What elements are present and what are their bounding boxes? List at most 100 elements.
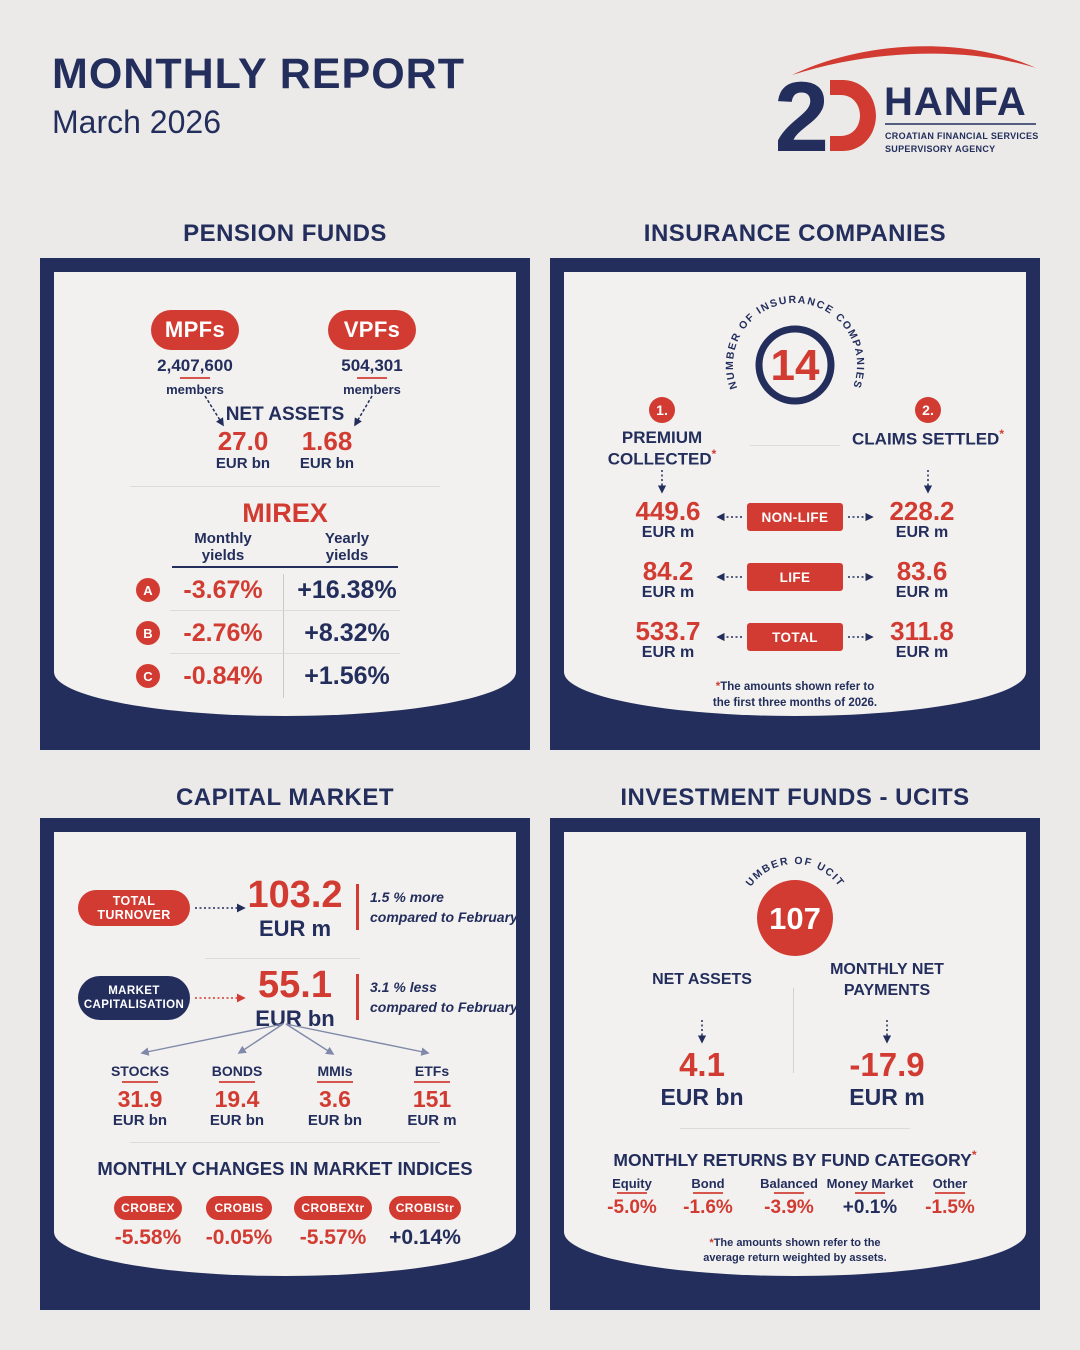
turnover-note-line2: compared to February: [370, 908, 518, 925]
etfs-underline: [414, 1081, 450, 1083]
capitalisation-value: 55.1: [258, 964, 332, 1006]
mirex-yearly-value: +16.38%: [297, 576, 397, 604]
life-label-pill: LIFE: [747, 563, 843, 591]
pension-panel: MPFs VPFs 2,407,600 members 504,301 memb…: [40, 258, 530, 750]
total-claims-value: 311.8: [890, 616, 954, 646]
claims-settled-text: CLAIMS SETTLED: [852, 429, 1000, 449]
logo-tagline-line1: CROATIAN FINANCIAL SERVICES: [885, 131, 1039, 141]
stocks-label: STOCKS: [110, 1063, 170, 1079]
crobextr-pill: CROBEXtr: [294, 1196, 372, 1220]
net-assets-label: NET ASSETS: [652, 971, 752, 988]
life-claims-unit: EUR m: [895, 584, 949, 601]
crobex-pill: CROBEX: [114, 1196, 182, 1220]
mirex-yearly-header: Yearly yields: [324, 530, 370, 565]
mpfs-members-label: members: [166, 382, 224, 397]
capital-panel: TOTAL TURNOVER 103.2 EUR m 1.5 % more co…: [40, 818, 530, 1310]
premium-collected-text: PREMIUM COLLECTED: [607, 428, 712, 469]
vpfs-members-label: members: [343, 382, 401, 397]
logo-tagline-line2: SUPERVISORY AGENCY: [885, 144, 995, 154]
returns-title-asterisk: *: [971, 1148, 977, 1162]
money-market-label: Money Market: [826, 1176, 914, 1191]
other-label: Other: [932, 1176, 968, 1191]
mirex-category-badge: B: [136, 621, 160, 645]
equity-underline: [617, 1192, 647, 1194]
mirex-monthly-value: -0.84%: [183, 662, 263, 690]
mirex-monthly-value: -3.67%: [183, 576, 263, 604]
claims-settled-label: CLAIMS SETTLED*: [848, 427, 1008, 449]
ucits-divider: [680, 1128, 910, 1129]
mirex-category-badge: C: [136, 664, 160, 688]
mmis-underline: [317, 1081, 353, 1083]
nonlife-label-pill: NON-LIFE: [747, 503, 843, 531]
crobis-pill: CROBIS: [206, 1196, 272, 1220]
net-payments-value: -17.9: [849, 1046, 925, 1083]
logo-anniversary-number: 2: [778, 61, 829, 162]
capitalisation-note-bar: [356, 974, 359, 1020]
returns-title-text: MONTHLY RETURNS BY FUND CATEGORY: [613, 1149, 972, 1170]
hanfa-logo: 2 HANFA CROATIAN FINANCIAL SERVICES SUPE…: [774, 44, 1040, 172]
capital-divider-2: [130, 1142, 440, 1143]
life-premium-value: 84.2: [642, 556, 694, 586]
mirex-header-rule: [172, 566, 398, 568]
mirex-yearly-value: +1.56%: [304, 662, 390, 690]
pension-divider: [130, 486, 440, 487]
insurance-panel: NUMBER OF INSURANCE COMPANIES 14 1. PREM…: [550, 258, 1040, 750]
nonlife-premium-unit: EUR m: [641, 524, 695, 541]
bonds-underline: [219, 1081, 255, 1083]
ucits-count-circle: NUMBER OF UCITS 107: [744, 855, 845, 956]
bonds-value: 19.4: [214, 1086, 260, 1112]
ucits-footnote-line1: The amounts shown refer to the: [713, 1237, 881, 1249]
total-label-pill: TOTAL: [747, 623, 843, 651]
mirex-row-divider-2: [170, 653, 400, 654]
page-title: MONTHLY REPORT: [52, 50, 465, 98]
ucits-section-title: INVESTMENT FUNDS - UCITS: [620, 784, 970, 811]
stocks-unit: EUR bn: [112, 1112, 168, 1129]
insurance-footnote-line2: the first three months of 2026.: [712, 696, 878, 709]
insurance-section-title: INSURANCE COMPANIES: [643, 220, 947, 247]
premium-index-badge: 1.: [649, 397, 675, 423]
insurance-count-ring: NUMBER OF INSURANCE COMPANIES 14: [724, 294, 865, 405]
nonlife-claims-unit: EUR m: [895, 524, 949, 541]
vpfs-net-assets-unit: EUR bn: [299, 455, 355, 472]
pension-section-title: PENSION FUNDS: [183, 220, 387, 247]
mirex-monthly-value: -2.76%: [183, 619, 263, 647]
logo-swoosh-icon: [792, 46, 1036, 75]
equity-value: -5.0%: [607, 1197, 657, 1218]
net-assets-value: 4.1: [679, 1046, 725, 1083]
total-claims-unit: EUR m: [895, 644, 949, 661]
vpfs-members-underline: [357, 377, 387, 379]
capitalisation-unit: EUR bn: [255, 1006, 335, 1031]
count-circle-shape: [757, 880, 833, 956]
ucits-center-divider: [793, 988, 794, 1073]
page-subtitle: March 2026: [52, 104, 221, 140]
mpfs-members-count: 2,407,600: [157, 356, 233, 375]
mirex-column-divider: [283, 574, 284, 698]
bond-label: Bond: [691, 1176, 725, 1191]
ucits-count-value: 107: [769, 901, 821, 936]
premium-collected-label: PREMIUM COLLECTED*: [582, 428, 742, 469]
other-underline: [935, 1192, 965, 1194]
etfs-label: ETFs: [414, 1063, 450, 1079]
mpfs-members-underline: [180, 377, 210, 379]
nonlife-premium-value: 449.6: [635, 496, 701, 526]
etfs-value: 151: [412, 1086, 452, 1112]
turnover-note: 1.5 % more compared to February: [370, 888, 520, 927]
claims-asterisk: *: [999, 427, 1004, 441]
capital-section-title: CAPITAL MARKET: [175, 784, 395, 811]
ucits-footnote-asterisk: *: [709, 1237, 714, 1249]
nonlife-claims-value: 228.2: [889, 496, 955, 526]
indices-title: MONTHLY CHANGES IN MARKET INDICES: [97, 1158, 473, 1179]
returns-title: MONTHLY RETURNS BY FUND CATEGORY*: [595, 1148, 995, 1171]
bond-value: -1.6%: [683, 1197, 733, 1218]
crobex-value: -5.58%: [114, 1226, 182, 1249]
equity-label: Equity: [612, 1176, 652, 1191]
stocks-underline: [122, 1081, 158, 1083]
crobis-value: -0.05%: [205, 1226, 273, 1249]
turnover-value: 103.2: [247, 874, 343, 916]
crobistr-pill: CROBIStr: [389, 1196, 461, 1220]
net-assets-unit: EUR bn: [660, 1084, 744, 1110]
bonds-unit: EUR bn: [209, 1112, 265, 1129]
net-assets-label: NET ASSETS: [225, 404, 345, 425]
insurance-footnote: *The amounts shown refer to the first th…: [645, 680, 945, 711]
balanced-value: -3.9%: [764, 1197, 814, 1218]
